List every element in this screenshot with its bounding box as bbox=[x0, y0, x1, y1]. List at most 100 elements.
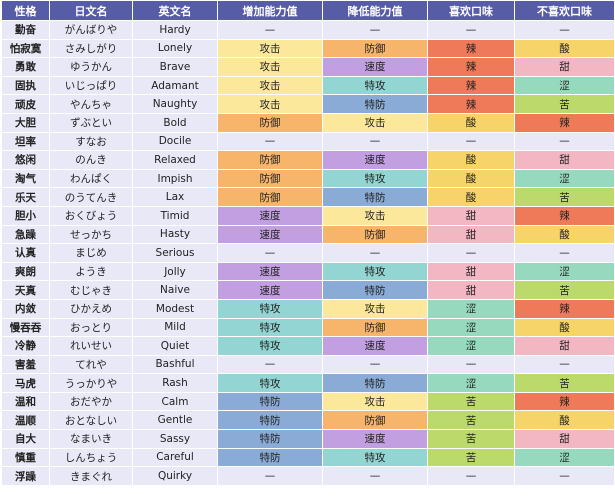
table-cell: れいせい bbox=[50, 337, 132, 355]
table-row: 大胆 ずぶとい Bold 防御 攻击酸辣 bbox=[2, 113, 614, 132]
table-cell: いじっぱり bbox=[50, 76, 132, 95]
table-cell: 涩 bbox=[515, 262, 614, 281]
table-cell: Bashful bbox=[133, 355, 217, 374]
table-cell: — bbox=[218, 21, 322, 39]
table-cell: — bbox=[428, 355, 514, 374]
table-cell: 特防 bbox=[323, 188, 427, 206]
table-cell: Gentle bbox=[133, 411, 217, 430]
table-cell: 攻击 bbox=[218, 58, 322, 76]
nature-name: 大胆 bbox=[2, 113, 49, 132]
table-cell: Mild bbox=[133, 318, 217, 337]
table-cell: 特防 bbox=[218, 411, 322, 430]
table-row: 自大 なまいき Sassy 特防 速度苦甜 bbox=[2, 430, 614, 448]
table-row: 温顺 おとなしい Gentle 特防 防御苦酸 bbox=[2, 411, 614, 430]
table-cell: のうてんき bbox=[50, 188, 132, 206]
nature-name: 温和 bbox=[2, 392, 49, 411]
table-row: 害羞 てれや Bashful — — — — bbox=[2, 355, 614, 374]
table-cell: なまいき bbox=[50, 430, 132, 448]
table-cell: Careful bbox=[133, 448, 217, 467]
table-cell: 攻击 bbox=[323, 299, 427, 318]
table-cell: 辣 bbox=[515, 299, 614, 318]
table-cell: Naughty bbox=[133, 95, 217, 113]
table-cell: 特攻 bbox=[323, 76, 427, 95]
table-cell: 苦 bbox=[428, 448, 514, 467]
table-cell: 酸 bbox=[515, 225, 614, 244]
table-cell: 防御 bbox=[323, 411, 427, 430]
table-cell: 辣 bbox=[428, 39, 514, 58]
table-row: 内敛 ひかえめ Modest 特攻 攻击涩辣 bbox=[2, 299, 614, 318]
table-cell: 酸 bbox=[428, 169, 514, 188]
table-cell: 甜 bbox=[428, 225, 514, 244]
table-row: 冷静 れいせい Quiet 特攻 速度涩甜 bbox=[2, 337, 614, 355]
table-cell: — bbox=[218, 355, 322, 374]
table-cell: わんぱく bbox=[50, 169, 132, 188]
table-cell: 甜 bbox=[428, 206, 514, 225]
table-cell: Relaxed bbox=[133, 151, 217, 169]
header-row: 性格 日文名 英文名 增加能力值 降低能力值 喜欢口味 不喜欢口味 bbox=[2, 1, 614, 20]
table-cell: Quirky bbox=[133, 467, 217, 485]
table-cell: — bbox=[323, 244, 427, 262]
column-header: 喜欢口味 bbox=[428, 1, 514, 20]
column-header: 性格 bbox=[2, 1, 49, 20]
table-cell: 辣 bbox=[515, 206, 614, 225]
table-cell: 特攻 bbox=[218, 318, 322, 337]
table-cell: おとなしい bbox=[50, 411, 132, 430]
table-cell: おだやか bbox=[50, 392, 132, 411]
nature-name: 内敛 bbox=[2, 299, 49, 318]
nature-name: 乐天 bbox=[2, 188, 49, 206]
table-cell: 防御 bbox=[218, 169, 322, 188]
table-cell: 涩 bbox=[515, 169, 614, 188]
table-cell: おくびょう bbox=[50, 206, 132, 225]
table-cell: — bbox=[428, 467, 514, 485]
table-cell: のんき bbox=[50, 151, 132, 169]
nature-name: 勤奋 bbox=[2, 21, 49, 39]
table-cell: 苦 bbox=[428, 430, 514, 448]
table-row: 怕寂寞 さみしがり Lonely 攻击 防御辣酸 bbox=[2, 39, 614, 58]
table-cell: 攻击 bbox=[218, 95, 322, 113]
nature-name: 慢吞吞 bbox=[2, 318, 49, 337]
table-cell: 甜 bbox=[515, 151, 614, 169]
table-cell: — bbox=[218, 467, 322, 485]
table-cell: Naive bbox=[133, 281, 217, 299]
nature-name: 自大 bbox=[2, 430, 49, 448]
table-cell: 特防 bbox=[218, 430, 322, 448]
table-cell: すなお bbox=[50, 132, 132, 151]
table-cell: 苦 bbox=[428, 411, 514, 430]
table-cell: — bbox=[323, 355, 427, 374]
table-cell: — bbox=[428, 132, 514, 151]
table-cell: Impish bbox=[133, 169, 217, 188]
table-row: 慎重 しんちょう Careful 特防 特攻苦涩 bbox=[2, 448, 614, 467]
table-row: 温和 おだやか Calm 特防 攻击苦辣 bbox=[2, 392, 614, 411]
table-row: 慢吞吞 おっとり Mild 特攻 防御涩酸 bbox=[2, 318, 614, 337]
table-cell: 特攻 bbox=[323, 262, 427, 281]
column-header: 不喜欢口味 bbox=[515, 1, 614, 20]
table-cell: 辣 bbox=[428, 58, 514, 76]
table-cell: 甜 bbox=[515, 430, 614, 448]
table-cell: 速度 bbox=[323, 58, 427, 76]
table-cell: Jolly bbox=[133, 262, 217, 281]
table-cell: むじゃき bbox=[50, 281, 132, 299]
column-header: 增加能力值 bbox=[218, 1, 322, 20]
nature-name: 浮躁 bbox=[2, 467, 49, 485]
table-cell: まじめ bbox=[50, 244, 132, 262]
table-cell: 特攻 bbox=[218, 374, 322, 392]
table-cell: 酸 bbox=[428, 113, 514, 132]
table-row: 浮躁 きまぐれ Quirky — — — — bbox=[2, 467, 614, 485]
nature-name: 害羞 bbox=[2, 355, 49, 374]
table-cell: 甜 bbox=[515, 58, 614, 76]
table-row: 勤奋 がんばりや Hardy — — — — bbox=[2, 21, 614, 39]
nature-name: 坦率 bbox=[2, 132, 49, 151]
table-cell: 防御 bbox=[218, 188, 322, 206]
table-cell: Adamant bbox=[133, 76, 217, 95]
nature-name: 胆小 bbox=[2, 206, 49, 225]
nature-name: 认真 bbox=[2, 244, 49, 262]
table-cell: ひかえめ bbox=[50, 299, 132, 318]
table-cell: 辣 bbox=[515, 113, 614, 132]
nature-name: 慎重 bbox=[2, 448, 49, 467]
column-header: 英文名 bbox=[133, 1, 217, 20]
table-cell: 防御 bbox=[323, 39, 427, 58]
table-cell: — bbox=[515, 355, 614, 374]
table-cell: がんばりや bbox=[50, 21, 132, 39]
nature-table: 性格 日文名 英文名 增加能力值 降低能力值 喜欢口味 不喜欢口味 勤奋 がんばりや Hardy… bbox=[1, 0, 615, 486]
